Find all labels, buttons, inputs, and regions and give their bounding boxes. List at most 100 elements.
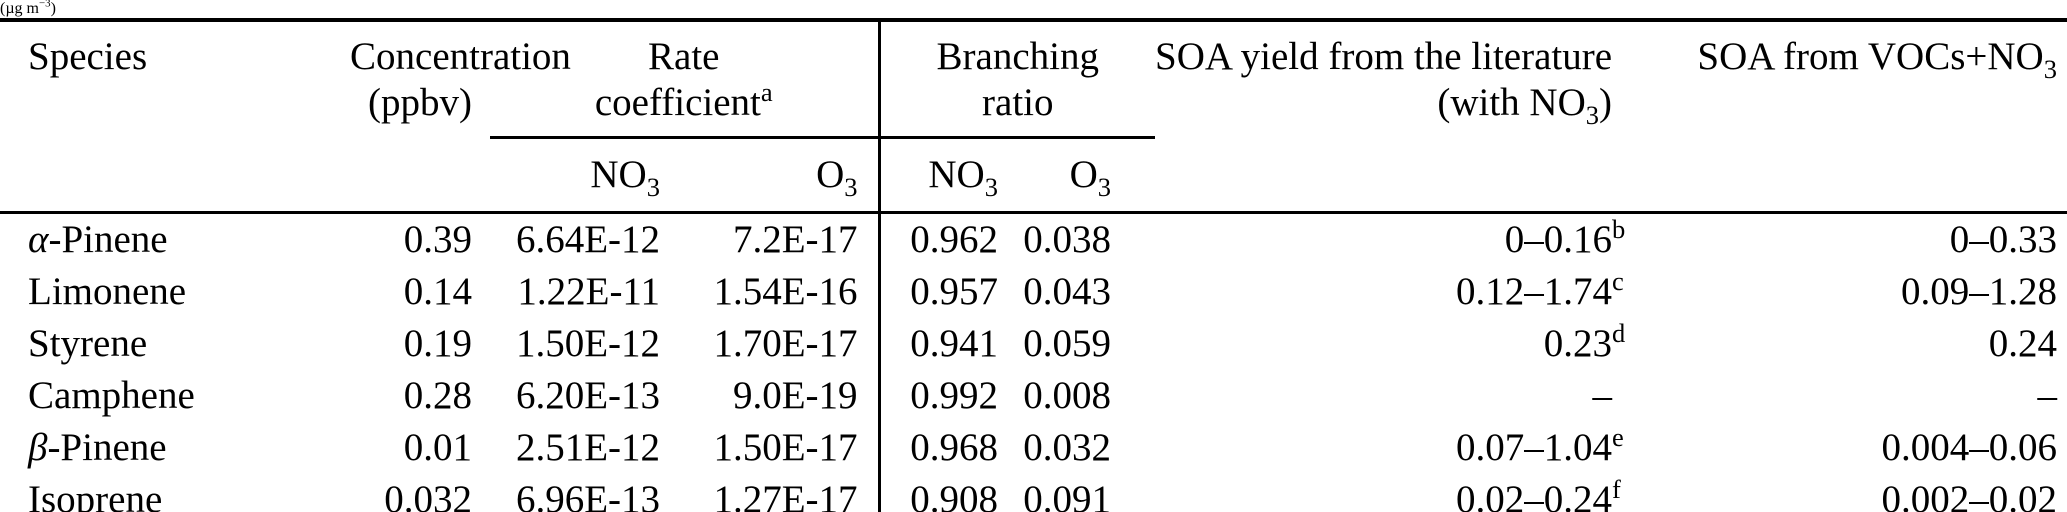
cell-branch-no3: 0.968 <box>910 426 998 469</box>
subheader-branch-o3: O3 <box>1020 137 1155 214</box>
cell-concentration: 0.14 <box>403 270 472 313</box>
table-row: Limonene 0.14 1.22E-11 1.54E-16 0.957 0.… <box>0 266 2067 318</box>
col-header-branching-line2: ratio <box>982 81 1054 124</box>
rate-no3-base: NO <box>590 153 647 196</box>
col-header-species: Species <box>28 35 148 78</box>
cell-species: Limonene <box>0 266 350 318</box>
cell-concentration: 0.032 <box>384 478 472 512</box>
spacer-cell <box>1660 137 2067 214</box>
cell-rate-o3: 9.0E-19 <box>680 370 881 422</box>
cell-soa-yield: 0.12–1.74c <box>1456 266 1624 313</box>
branch-no3-base: NO <box>928 153 985 196</box>
subheader-branch-no3: NO3 <box>879 137 1020 214</box>
rate-o3-sub: 3 <box>844 171 858 202</box>
subheader-rate-o3: O3 <box>680 137 881 214</box>
soa-yield-value: 0–0.16 <box>1504 218 1612 261</box>
cell-rate-no3: 6.64E-12 <box>515 218 660 261</box>
soa-voc-title-sub: 3 <box>2043 53 2057 84</box>
branch-o3-base: O <box>1069 153 1098 196</box>
cell-rate-no3: 6.96E-13 <box>515 478 660 512</box>
spacer-cell <box>350 137 490 214</box>
rate-no3-sub: 3 <box>646 171 660 202</box>
species-greek-prefix: β <box>28 426 48 469</box>
footnote-marker-a: a <box>760 77 773 107</box>
cell-concentration: 0.28 <box>403 374 472 417</box>
cell-rate-no3: 2.51E-12 <box>515 426 660 469</box>
cell-soa-voc: 0.004–0.06 <box>1881 426 2058 469</box>
cell-soa-yield: 0.02–0.24f <box>1155 474 1660 512</box>
table-row: Styrene 0.19 1.50E-12 1.70E-17 0.941 0.0… <box>0 318 2067 370</box>
cell-soa-yield: 0–0.16b <box>1504 214 1626 261</box>
species-name: Camphene <box>28 374 195 417</box>
table-header: Species Concentration (ppbv) Rate coeffi… <box>0 20 2067 214</box>
cell-rate-o3: 1.54E-16 <box>680 266 881 318</box>
cell-branch-o3: 0.091 <box>1023 478 1111 512</box>
cell-concentration: 0.39 <box>403 218 472 261</box>
cell-concentration: 0.19 <box>403 322 472 365</box>
col-header-branching-ratio: Branching ratio <box>879 20 1155 139</box>
cell-branch-no3: 0.908 <box>910 478 998 512</box>
col-header-rate-line1: Rate <box>648 35 720 78</box>
cell-species: Styrene <box>0 318 350 370</box>
cell-soa-voc: – <box>2037 374 2058 417</box>
cell-branch-o3: 0.008 <box>1023 374 1111 417</box>
table-row: α-Pinene 0.39 6.64E-12 7.2E-17 0.962 0.0… <box>0 212 2067 267</box>
soa-voc-unit-exp: −3 <box>39 0 51 10</box>
species-name: Limonene <box>28 270 187 313</box>
cell-soa-yield: 0.07–1.04e <box>1456 422 1624 469</box>
table-row: Isoprene 0.032 6.96E-13 1.27E-17 0.908 0… <box>0 474 2067 512</box>
table-row: Camphene 0.28 6.20E-13 9.0E-19 0.992 0.0… <box>0 370 2067 422</box>
cell-branch-o3: 0.059 <box>1023 322 1111 365</box>
table-body: α-Pinene 0.39 6.64E-12 7.2E-17 0.962 0.0… <box>0 212 2067 512</box>
soa-yield-value: 0.02–0.24 <box>1456 478 1612 512</box>
soa-yield-value: 0.23 <box>1543 322 1612 365</box>
soa-yield-unit-sub: 3 <box>1585 99 1599 130</box>
soa-voc-title-pre: SOA from VOCs+NO <box>1697 35 2044 78</box>
cell-rate-o3: 1.70E-17 <box>680 318 881 370</box>
cell-soa-voc: 0.002–0.02 <box>1881 478 2058 512</box>
col-header-concentration: Concentration (ppbv) <box>350 20 571 138</box>
col-header-concentration-unit: (ppbv) <box>368 81 472 124</box>
cell-species: β-Pinene <box>0 422 350 474</box>
col-header-soa-yield-line1: SOA yield from the literature <box>1155 35 1613 78</box>
col-header-rate-line2: coefficienta <box>490 77 878 126</box>
cell-soa-voc: 0.09–1.28 <box>1901 270 2057 313</box>
species-name: -Pinene <box>47 426 167 469</box>
cell-concentration: 0.01 <box>403 426 472 469</box>
cell-species: Camphene <box>0 370 350 422</box>
soa-yield-unit-post: ) <box>1599 81 1612 124</box>
cell-soa-voc: 0–0.33 <box>1949 218 2057 261</box>
col-header-soa-yield-line2: (with NO3) <box>1155 80 1612 128</box>
soa-voc-unit-pre: (µg m <box>0 0 39 17</box>
col-header-rate-coefficient: Rate coefficienta <box>490 20 881 139</box>
header-row-groups: Species Concentration (ppbv) Rate coeffi… <box>0 20 2067 139</box>
cell-soa-voc: 0.24 <box>1988 322 2057 365</box>
table-row: β-Pinene 0.01 2.51E-12 1.50E-17 0.968 0.… <box>0 422 2067 474</box>
cell-rate-o3: 1.50E-17 <box>680 422 881 474</box>
soa-yield-unit-pre: (with NO <box>1437 81 1586 124</box>
cell-branch-no3: 0.941 <box>910 322 998 365</box>
header-row-subcolumns: NO3 O3 NO3 O3 <box>0 137 2067 214</box>
cell-species: Isoprene <box>0 474 350 512</box>
col-header-soa-yield: SOA yield from the literature (with NO3) <box>1155 20 1660 138</box>
cell-species: α-Pinene <box>0 213 350 267</box>
cell-branch-no3: 0.992 <box>910 374 998 417</box>
species-name: -Pinene <box>48 218 168 261</box>
cell-branch-no3: 0.957 <box>910 270 998 313</box>
col-header-rate-line2-text: coefficient <box>594 81 761 124</box>
branch-o3-sub: 3 <box>1097 171 1111 202</box>
soa-yield-value: 0.07–1.04 <box>1456 426 1612 469</box>
soa-yield-value: – <box>1592 374 1613 417</box>
cell-rate-no3: 1.22E-11 <box>517 270 660 313</box>
soa-voc-unit-post: ) <box>50 0 56 17</box>
spacer-cell <box>1155 137 1660 214</box>
cell-branch-o3: 0.043 <box>1023 270 1111 313</box>
col-header-soa-voc-unit: (µg m−3) <box>0 0 2067 18</box>
subheader-rate-no3: NO3 <box>490 137 680 214</box>
col-header-soa-voc: SOA from VOCs+NO3 <box>1660 20 2067 138</box>
cell-soa-yield: 0.23d <box>1543 318 1626 365</box>
rate-o3-base: O <box>816 153 845 196</box>
spacer-cell <box>0 137 350 214</box>
soa-yield-value: 0.12–1.74 <box>1456 270 1612 313</box>
